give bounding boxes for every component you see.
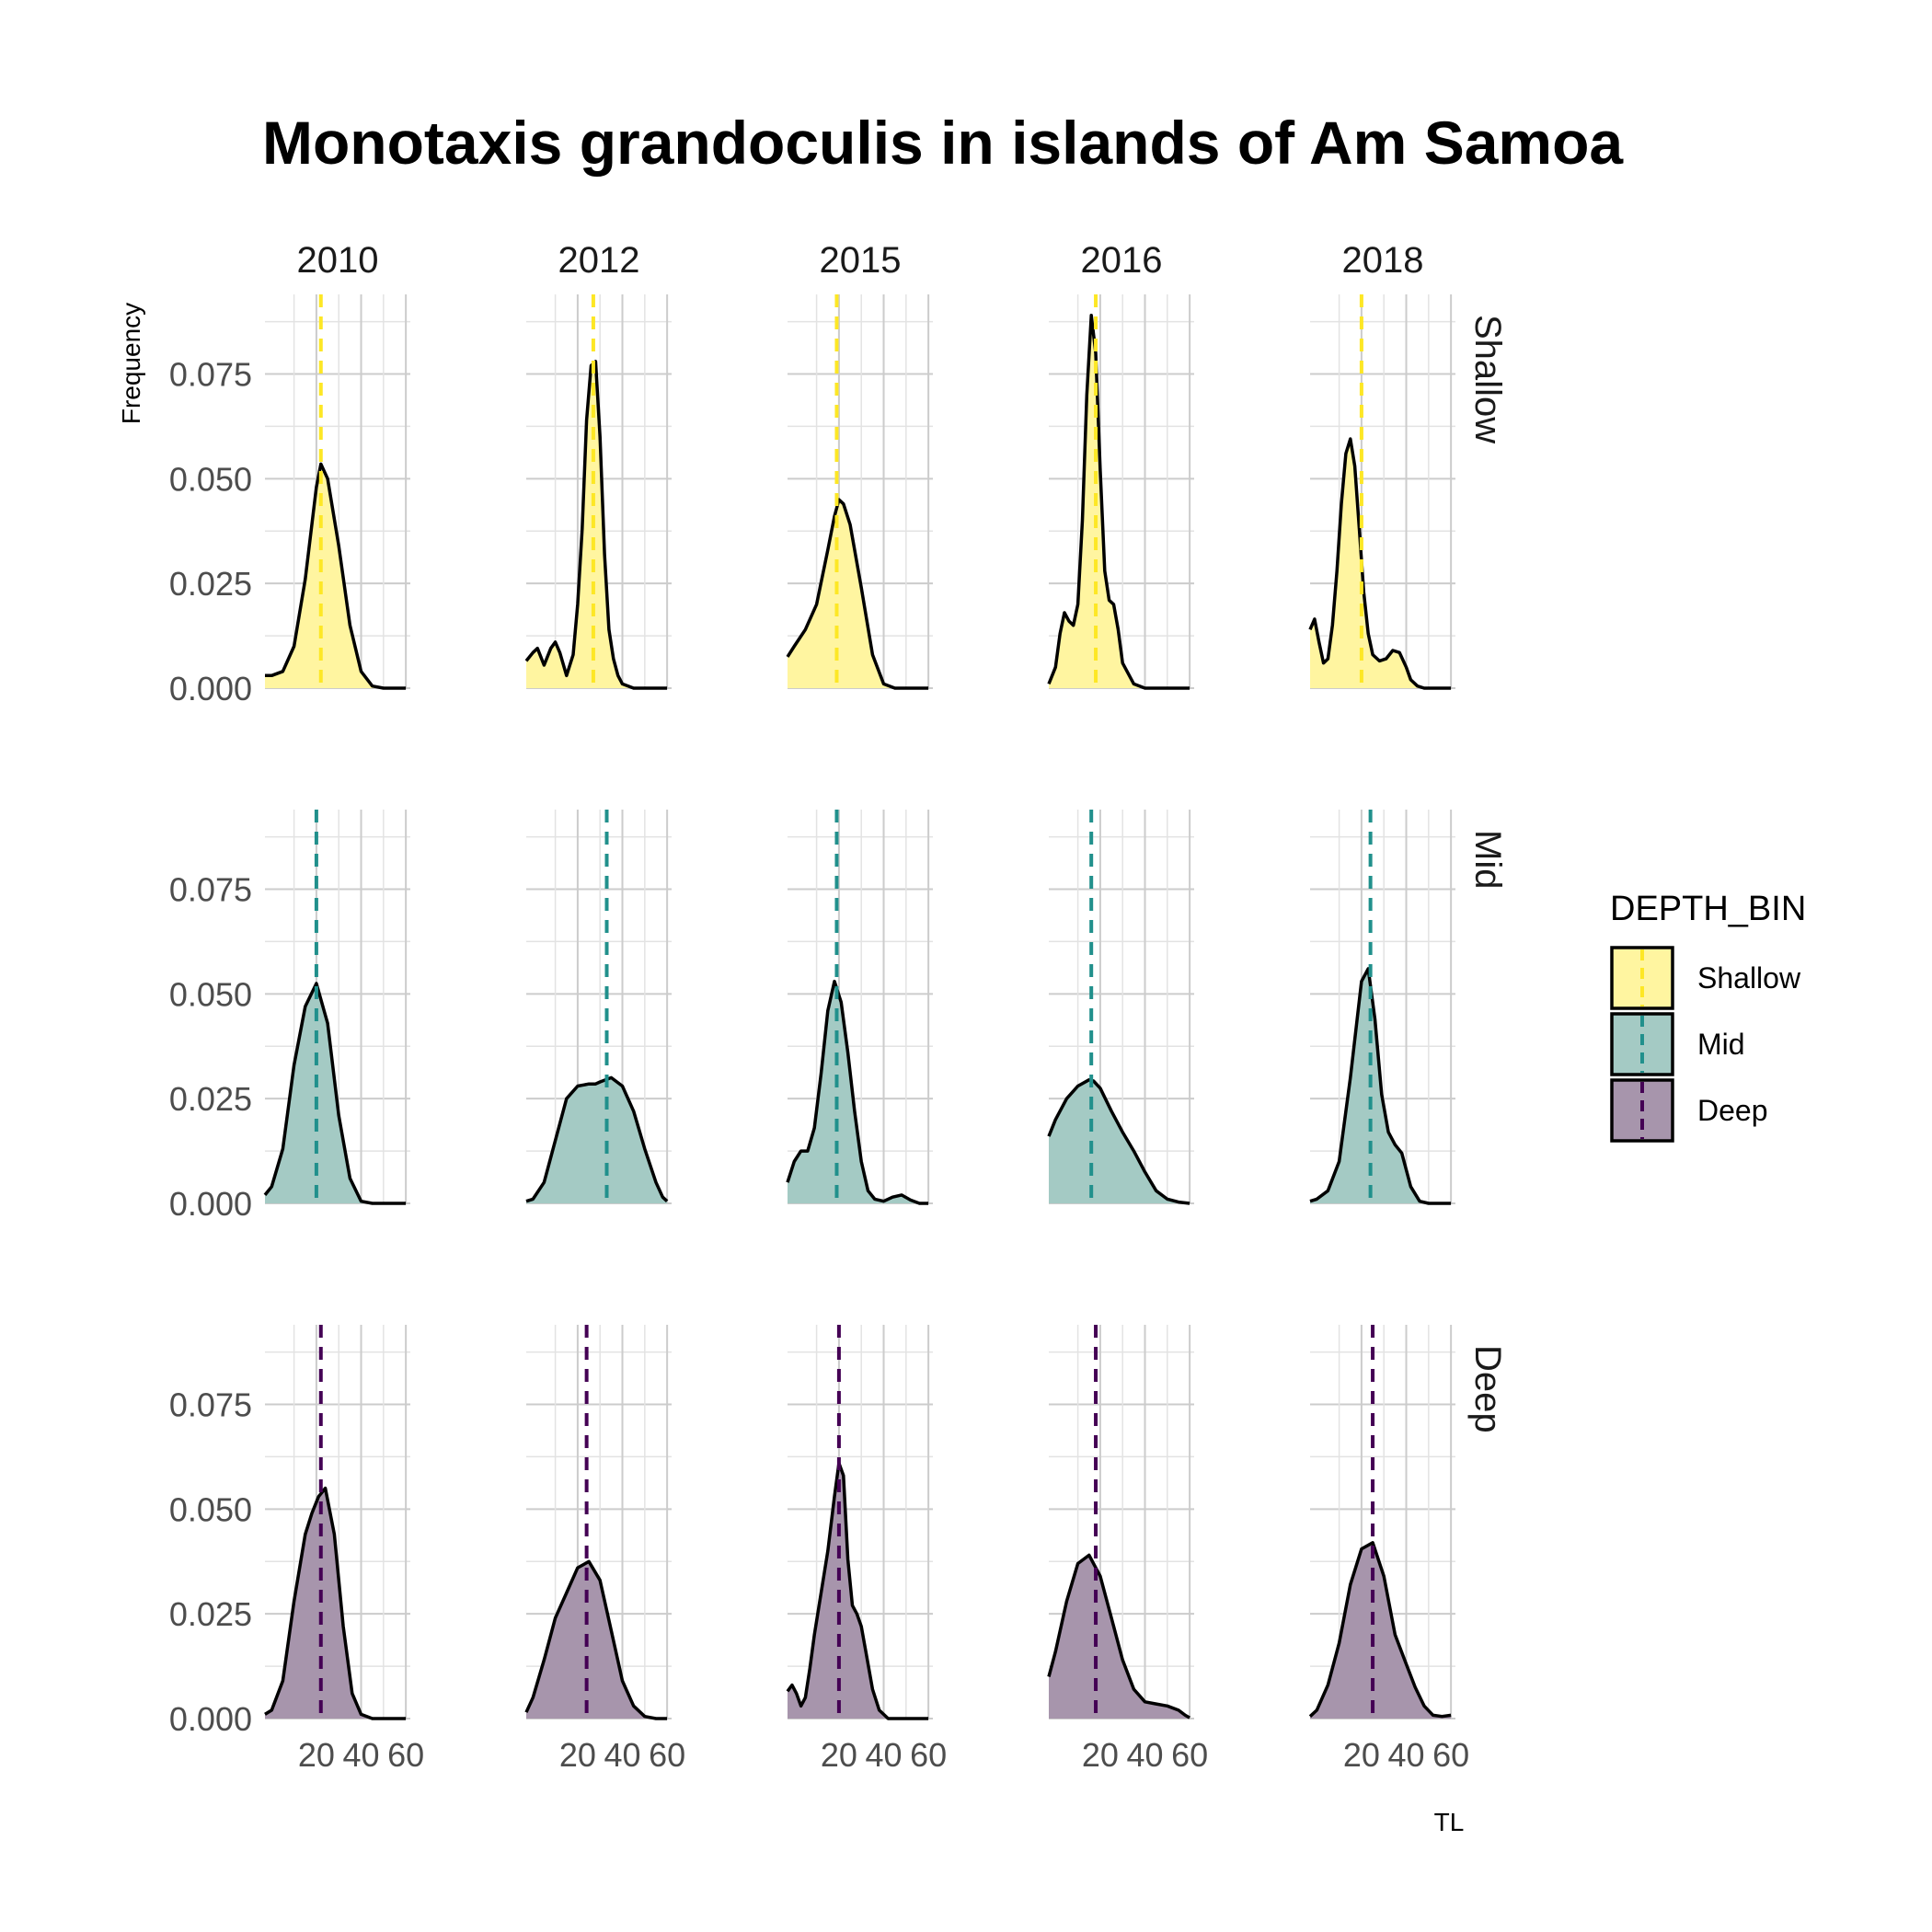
chart-title: Monotaxis grandoculis in islands of Am S… bbox=[262, 109, 1624, 177]
y-tick-label: 0.025 bbox=[169, 1080, 252, 1118]
strip-label-mid: Mid bbox=[1467, 830, 1508, 889]
x-tick-label: 20 bbox=[1343, 1736, 1380, 1774]
x-tick-label: 20 bbox=[559, 1736, 596, 1774]
density-area bbox=[1310, 439, 1452, 688]
density-line bbox=[786, 1461, 929, 1720]
panel-2012-mid bbox=[525, 810, 672, 1204]
y-axis-ticks: 0.000 0.025 0.050 0.075 0.000 0.025 0.050 0.075… bbox=[169, 356, 252, 1738]
panel-2018-shallow bbox=[1308, 294, 1455, 690]
legend-title: DEPTH_BIN bbox=[1610, 890, 1806, 928]
x-tick-label: 60 bbox=[910, 1736, 947, 1774]
y-axis-label: Frequency bbox=[117, 303, 145, 424]
density-area bbox=[265, 1488, 407, 1719]
density-area bbox=[1049, 315, 1190, 688]
y-tick-label: 0.025 bbox=[169, 1595, 252, 1633]
panel-2016-deep bbox=[1047, 1325, 1194, 1719]
density-line bbox=[524, 360, 668, 690]
panel-2018-deep bbox=[1308, 1325, 1455, 1719]
y-tick-label: 0.075 bbox=[169, 871, 252, 909]
legend-label-shallow: Shallow bbox=[1697, 961, 1801, 995]
density-area bbox=[1049, 1555, 1190, 1719]
density-line bbox=[524, 1559, 668, 1720]
panel-2010-mid bbox=[263, 810, 410, 1205]
panel-2010-deep bbox=[264, 1325, 410, 1720]
density-line bbox=[1308, 437, 1452, 690]
legend-label-deep: Deep bbox=[1697, 1094, 1768, 1127]
density-area bbox=[1049, 1079, 1190, 1203]
x-axis-ticks: 20 40 60 20 40 60 20 40 60 20 40 60 20 40 60 bbox=[298, 1736, 1469, 1774]
panel-2015-mid bbox=[786, 810, 933, 1205]
panel-2012-shallow bbox=[524, 294, 672, 690]
y-tick-label: 0.050 bbox=[169, 460, 252, 498]
strip-label-2018: 2018 bbox=[1342, 240, 1424, 281]
panel-2015-deep bbox=[786, 1325, 933, 1720]
x-tick-label: 20 bbox=[298, 1736, 335, 1774]
density-area bbox=[1310, 1542, 1452, 1719]
legend: DEPTH_BIN Shallow Mid Deep bbox=[1610, 890, 1806, 1143]
strip-label-2010: 2010 bbox=[297, 240, 379, 281]
density-area bbox=[526, 1077, 668, 1203]
panel-2010-shallow bbox=[265, 294, 410, 690]
y-tick-label: 0.050 bbox=[169, 975, 252, 1013]
column-strips: 2010 2012 2015 2016 2018 bbox=[297, 240, 1424, 281]
x-tick-label: 60 bbox=[649, 1736, 685, 1774]
y-tick-label: 0.025 bbox=[169, 565, 252, 603]
y-tick-label: 0.000 bbox=[169, 670, 252, 707]
density-line bbox=[1309, 967, 1452, 1205]
density-line bbox=[264, 1486, 407, 1720]
x-axis-label: TL bbox=[1434, 1808, 1465, 1836]
x-tick-label: 20 bbox=[821, 1736, 857, 1774]
density-line bbox=[1047, 314, 1190, 690]
density-area bbox=[788, 981, 929, 1203]
x-tick-label: 60 bbox=[1171, 1736, 1208, 1774]
panel-2018-mid bbox=[1309, 810, 1455, 1205]
density-line bbox=[1047, 1077, 1190, 1205]
density-line bbox=[265, 462, 407, 690]
legend-item-mid: Mid bbox=[1610, 1012, 1745, 1076]
y-tick-label: 0.000 bbox=[169, 1700, 252, 1738]
y-tick-label: 0.075 bbox=[169, 1386, 252, 1424]
density-area bbox=[788, 1463, 929, 1719]
y-tick-label: 0.000 bbox=[169, 1185, 252, 1223]
density-area bbox=[788, 500, 929, 688]
strip-label-2015: 2015 bbox=[820, 240, 902, 281]
x-tick-label: 20 bbox=[1082, 1736, 1119, 1774]
x-tick-label: 40 bbox=[1126, 1736, 1163, 1774]
y-tick-label: 0.075 bbox=[169, 356, 252, 394]
strip-label-2016: 2016 bbox=[1081, 240, 1163, 281]
x-tick-label: 40 bbox=[342, 1736, 379, 1774]
strip-label-deep: Deep bbox=[1467, 1345, 1508, 1433]
legend-item-deep: Deep bbox=[1610, 1078, 1768, 1143]
panel-2016-shallow bbox=[1047, 294, 1194, 690]
panel-2015-shallow bbox=[786, 294, 933, 690]
x-tick-label: 60 bbox=[1432, 1736, 1469, 1774]
density-line bbox=[786, 979, 929, 1205]
density-line bbox=[263, 982, 407, 1205]
panel-grid bbox=[263, 294, 1455, 1720]
density-area bbox=[526, 361, 668, 688]
x-tick-label: 40 bbox=[1387, 1736, 1424, 1774]
density-line bbox=[786, 498, 929, 690]
legend-label-mid: Mid bbox=[1697, 1028, 1745, 1061]
row-strips: Shallow Mid Deep bbox=[1467, 315, 1508, 1433]
x-tick-label: 40 bbox=[604, 1736, 640, 1774]
strip-label-shallow: Shallow bbox=[1467, 315, 1508, 443]
y-tick-label: 0.050 bbox=[169, 1490, 252, 1528]
x-tick-label: 60 bbox=[387, 1736, 424, 1774]
density-line bbox=[1308, 1541, 1452, 1719]
density-line bbox=[1047, 1553, 1190, 1719]
density-area bbox=[526, 1561, 668, 1719]
panel-2012-deep bbox=[524, 1325, 672, 1720]
density-line bbox=[525, 1075, 669, 1203]
strip-label-2012: 2012 bbox=[558, 240, 640, 281]
legend-item-shallow: Shallow bbox=[1610, 946, 1801, 1010]
x-tick-label: 40 bbox=[865, 1736, 902, 1774]
density-area bbox=[265, 464, 407, 688]
panel-2016-mid bbox=[1047, 810, 1194, 1205]
